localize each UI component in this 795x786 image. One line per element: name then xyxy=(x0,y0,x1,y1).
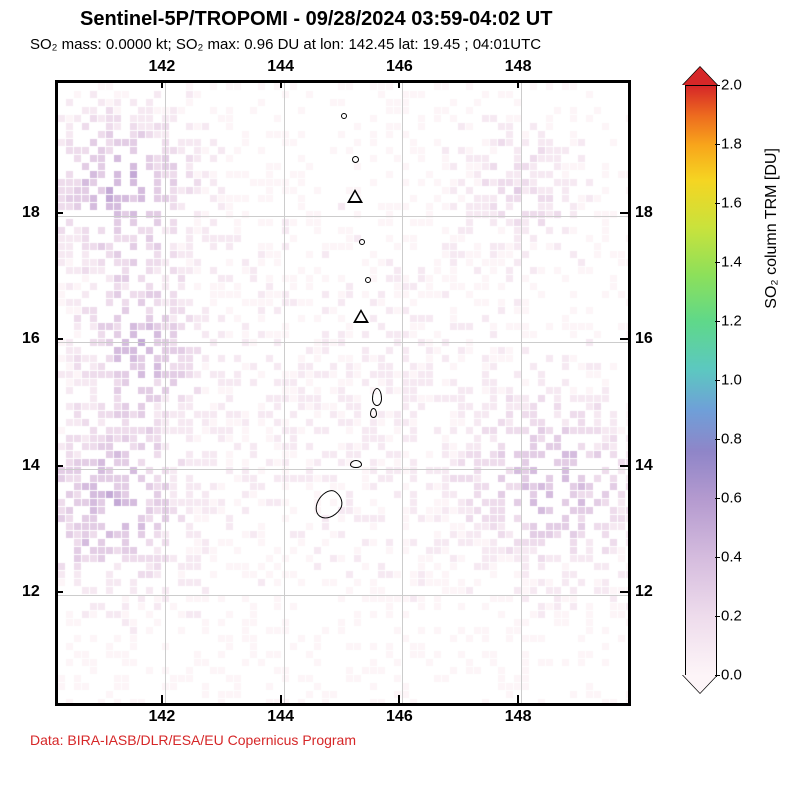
lat-tick-label: 18 xyxy=(22,204,40,222)
plot-title: Sentinel-5P/TROPOMI - 09/28/2024 03:59-0… xyxy=(80,8,552,31)
colorbar-tick-label: 2.0 xyxy=(721,77,742,94)
lat-tick-label: 18 xyxy=(635,204,653,222)
island-outline xyxy=(370,408,377,418)
colorbar-arrow-top xyxy=(683,67,717,85)
colorbar-gradient xyxy=(685,85,717,677)
lat-tick-label: 14 xyxy=(22,457,40,475)
colorbar-tick-label: 0.6 xyxy=(721,490,742,507)
plot-subtitle: SO₂ mass: 0.0000 kt; SO₂ max: 0.96 DU at… xyxy=(30,36,541,53)
colorbar-tick-label: 0.0 xyxy=(721,667,742,684)
colorbar-label: SO₂ column TRM [DU] xyxy=(763,148,781,309)
island-outline xyxy=(359,239,365,245)
lon-tick-label: 142 xyxy=(149,58,176,76)
colorbar: 0.00.20.40.60.81.01.21.41.61.82.0 xyxy=(685,85,715,675)
lat-tick-label: 12 xyxy=(22,583,40,601)
volcano-marker-icon xyxy=(347,189,363,203)
island-outline xyxy=(341,113,347,119)
colorbar-tick-label: 1.4 xyxy=(721,254,742,271)
attribution-text: Data: BIRA-IASB/DLR/ESA/EU Copernicus Pr… xyxy=(30,732,356,748)
island-outline xyxy=(372,388,382,406)
heatmap-layer xyxy=(58,83,628,703)
lon-tick-label: 144 xyxy=(267,58,294,76)
lat-tick-label: 16 xyxy=(22,330,40,348)
colorbar-tick-label: 1.0 xyxy=(721,372,742,389)
lon-tick-label: 144 xyxy=(267,708,294,726)
island-outline xyxy=(365,277,371,283)
lat-tick-label: 14 xyxy=(635,457,653,475)
island-outline xyxy=(350,460,362,468)
lon-tick-label: 146 xyxy=(386,708,413,726)
colorbar-tick-label: 0.4 xyxy=(721,549,742,566)
colorbar-tick-label: 0.2 xyxy=(721,608,742,625)
lon-tick-label: 148 xyxy=(505,708,532,726)
lat-tick-label: 16 xyxy=(635,330,653,348)
volcano-marker-icon xyxy=(353,309,369,323)
lon-tick-label: 146 xyxy=(386,58,413,76)
lon-tick-label: 148 xyxy=(505,58,532,76)
lat-tick-label: 12 xyxy=(635,583,653,601)
colorbar-tick-label: 1.2 xyxy=(721,313,742,330)
colorbar-arrow-bottom xyxy=(683,675,717,693)
map-plot-area xyxy=(55,80,631,706)
colorbar-tick-label: 0.8 xyxy=(721,431,742,448)
colorbar-tick-label: 1.8 xyxy=(721,136,742,153)
colorbar-tick-label: 1.6 xyxy=(721,195,742,212)
lon-tick-label: 142 xyxy=(149,708,176,726)
